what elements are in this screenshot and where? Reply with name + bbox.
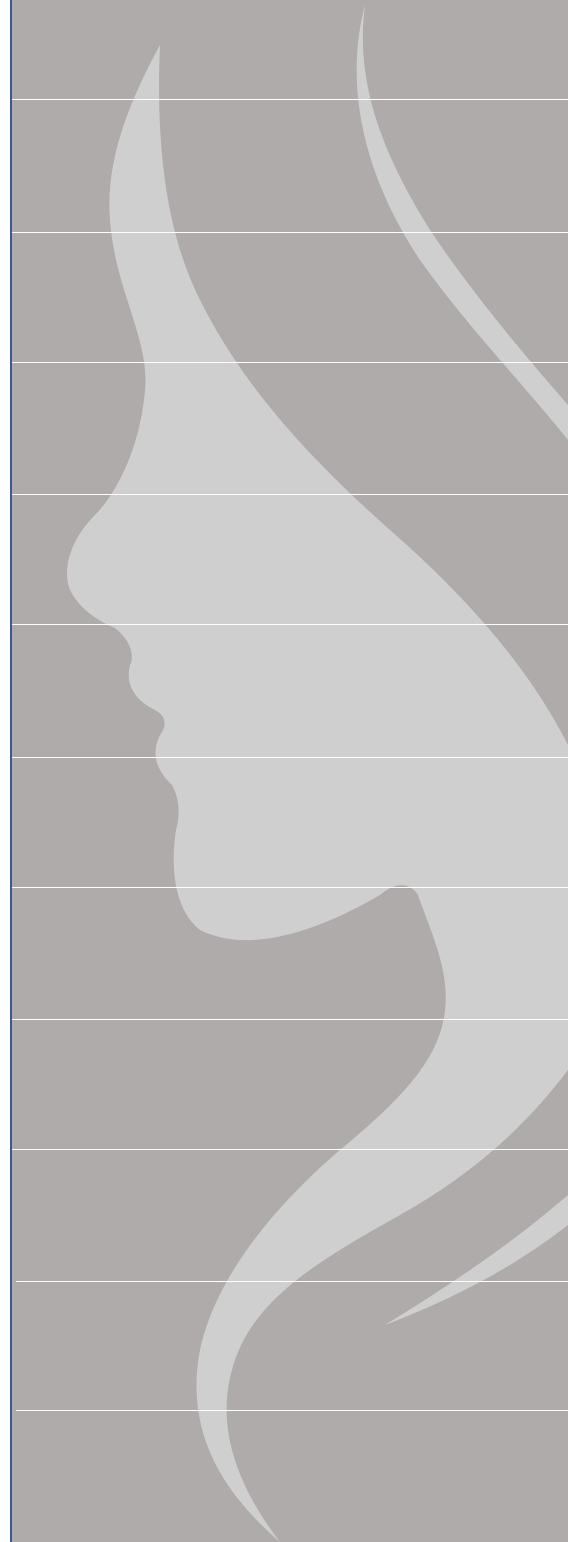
page	[0, 0, 568, 1542]
left-margin	[0, 0, 10, 1542]
background	[0, 0, 568, 1542]
left-border	[10, 0, 12, 1542]
